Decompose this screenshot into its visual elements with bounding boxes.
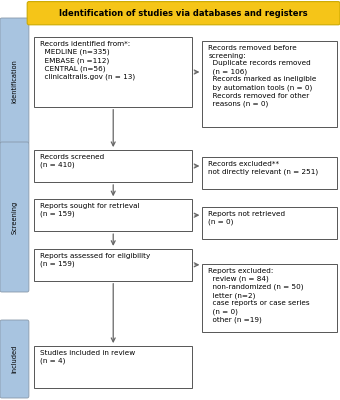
Text: Included: Included bbox=[12, 345, 17, 373]
FancyBboxPatch shape bbox=[202, 41, 337, 127]
FancyBboxPatch shape bbox=[202, 207, 337, 239]
Text: Reports not retrieved
(n = 0): Reports not retrieved (n = 0) bbox=[208, 211, 286, 225]
Text: Studies included in review
(n = 4): Studies included in review (n = 4) bbox=[40, 350, 135, 364]
Text: Records excluded**
not directly relevant (n = 251): Records excluded** not directly relevant… bbox=[208, 161, 319, 176]
Text: Reports excluded:
  review (n = 84)
  non-randomized (n = 50)
  letter (n=2)
  c: Reports excluded: review (n = 84) non-ra… bbox=[208, 268, 310, 323]
FancyBboxPatch shape bbox=[0, 142, 29, 292]
FancyBboxPatch shape bbox=[34, 199, 192, 231]
FancyBboxPatch shape bbox=[34, 150, 192, 182]
FancyBboxPatch shape bbox=[202, 157, 337, 189]
Text: Identification: Identification bbox=[12, 59, 17, 103]
FancyBboxPatch shape bbox=[202, 264, 337, 332]
Text: Screening: Screening bbox=[12, 200, 17, 234]
Text: Records screened
(n = 410): Records screened (n = 410) bbox=[40, 154, 104, 168]
Text: Reports assessed for eligibility
(n = 159): Reports assessed for eligibility (n = 15… bbox=[40, 253, 150, 267]
Text: Records removed before
screening:
  Duplicate records removed
  (n = 106)
  Reco: Records removed before screening: Duplic… bbox=[208, 45, 317, 107]
Text: Reports sought for retrieval
(n = 159): Reports sought for retrieval (n = 159) bbox=[40, 203, 140, 218]
FancyBboxPatch shape bbox=[34, 249, 192, 281]
FancyBboxPatch shape bbox=[34, 346, 192, 388]
FancyBboxPatch shape bbox=[34, 37, 192, 107]
Text: Identification of studies via databases and registers: Identification of studies via databases … bbox=[59, 9, 308, 18]
FancyBboxPatch shape bbox=[27, 2, 340, 25]
Text: Records identified from*:
  MEDLINE (n=335)
  EMBASE (n =112)
  CENTRAL (n=56)
 : Records identified from*: MEDLINE (n=335… bbox=[40, 41, 135, 80]
FancyBboxPatch shape bbox=[0, 18, 29, 144]
FancyBboxPatch shape bbox=[0, 320, 29, 398]
